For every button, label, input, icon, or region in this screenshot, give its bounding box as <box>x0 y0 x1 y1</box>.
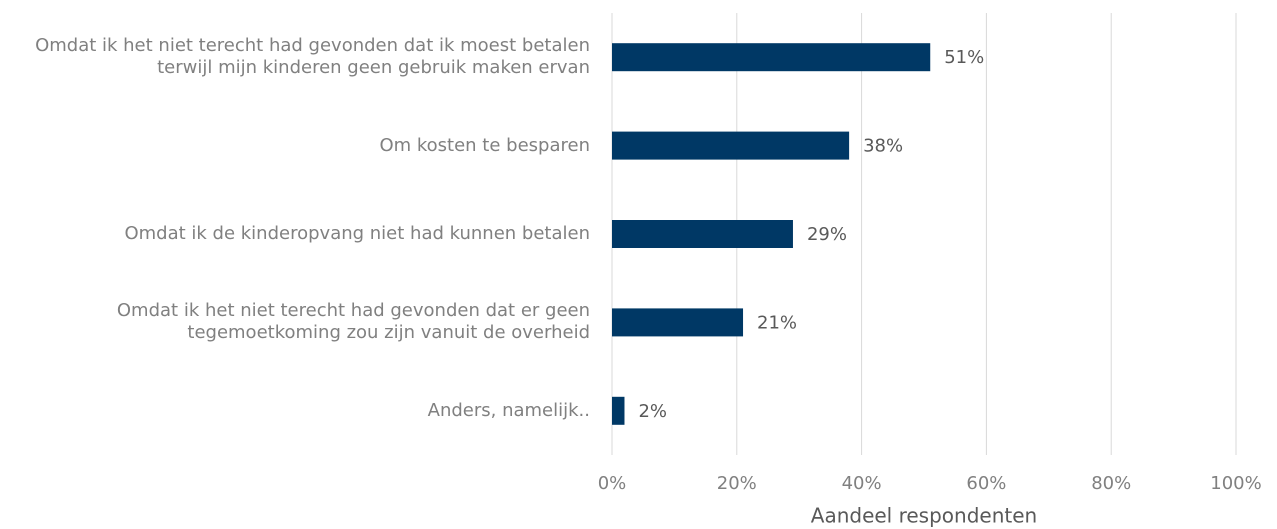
x-tick-label: 20% <box>717 473 757 494</box>
value-label: 51% <box>944 47 984 68</box>
x-tick-label: 60% <box>966 473 1006 494</box>
category-label: Om kosten te besparen <box>379 134 590 156</box>
bar <box>612 308 744 337</box>
bar <box>612 220 793 248</box>
value-label: 29% <box>807 224 847 245</box>
value-label: 21% <box>757 312 797 333</box>
category-label: Omdat ik het niet terecht had gevonden d… <box>35 35 590 79</box>
x-axis-title: Aandeel respondenten <box>811 504 1037 528</box>
x-tick-label: 40% <box>842 473 882 494</box>
x-tick-label: 80% <box>1091 473 1131 494</box>
bar <box>612 396 625 425</box>
value-label: 2% <box>638 401 667 422</box>
category-label: Omdat ik het niet terecht had gevonden d… <box>116 300 590 344</box>
x-tick-label: 0% <box>598 473 627 494</box>
category-label: Anders, namelijk.. <box>427 399 590 421</box>
category-label: Omdat ik de kinderopvang niet had kunnen… <box>124 223 590 244</box>
bar <box>612 131 850 160</box>
bar <box>612 43 931 72</box>
x-tick-label: 100% <box>1210 473 1261 494</box>
value-label: 38% <box>863 136 903 157</box>
